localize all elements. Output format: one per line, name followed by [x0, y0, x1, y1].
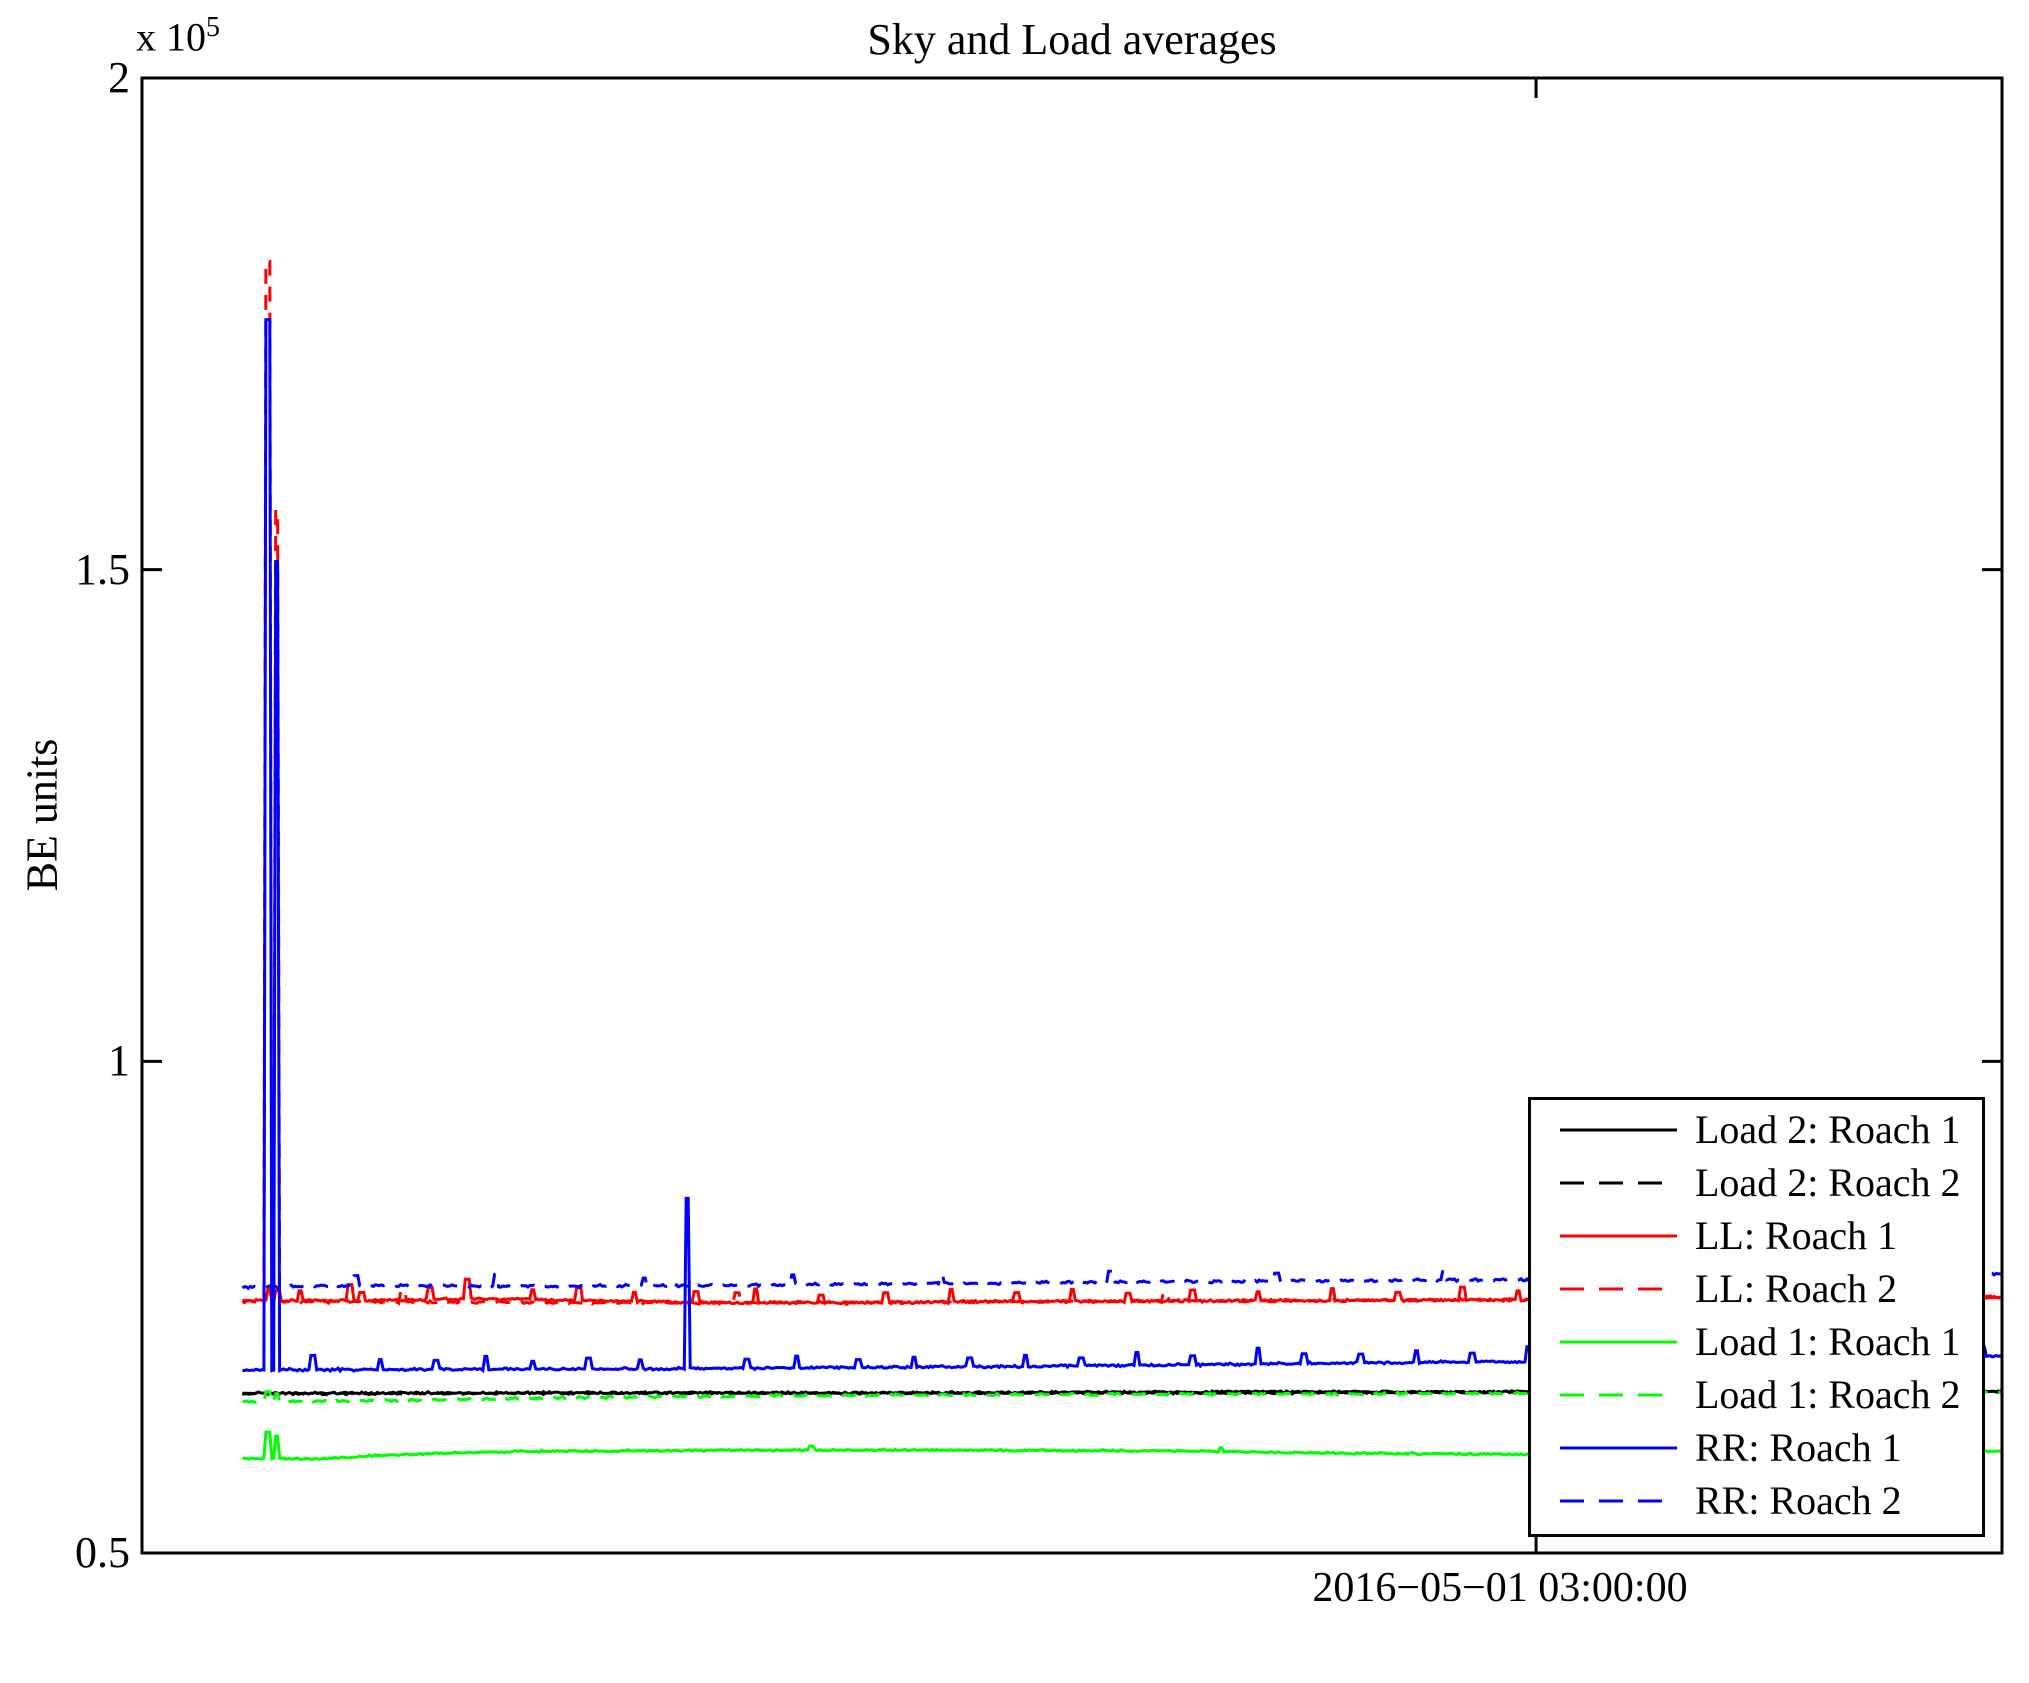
axes-frame: [140, 76, 2004, 1555]
exponent-power: 5: [206, 12, 220, 43]
legend-sample-line: [1560, 1393, 1677, 1396]
legend-item: Load 1: Roach 2: [1531, 1368, 1982, 1421]
y-axis-label: BE units: [17, 738, 67, 892]
legend-label: Load 2: Roach 2: [1695, 1160, 1961, 1205]
legend-label: Load 2: Roach 1: [1695, 1107, 1961, 1152]
legend-label: LL: Roach 1: [1695, 1213, 1898, 1258]
y-axis-exponent-label: x 105: [136, 12, 220, 60]
exponent-base: x 10: [136, 14, 206, 60]
legend-label: Load 1: Roach 2: [1695, 1372, 1961, 1417]
y-tick-label-1: 1: [108, 1036, 130, 1085]
legend-sample-line: [1560, 1446, 1677, 1449]
y-tick-label-2: 2: [108, 53, 130, 102]
legend-item: Load 2: Roach 2: [1531, 1156, 1982, 1209]
legend-sample-line: [1560, 1128, 1677, 1131]
legend-item: Load 2: Roach 1: [1531, 1103, 1982, 1156]
y-tick-label-0p5: 0.5: [75, 1528, 130, 1577]
x-tick-label-datetime: 2016−05−01 03:00:00: [1312, 1565, 1688, 1611]
legend-item: RR: Roach 1: [1531, 1421, 1982, 1474]
legend-label: RR: Roach 2: [1695, 1478, 1902, 1523]
y-tick-label-1p5: 1.5: [75, 545, 130, 594]
legend-item: LL: Roach 2: [1531, 1262, 1982, 1315]
legend-sample-line: [1560, 1287, 1677, 1290]
legend-sample-line: [1560, 1499, 1677, 1502]
legend-box: Load 2: Roach 1 Load 2: Roach 2 LL: Roach …: [1528, 1097, 1985, 1537]
legend-rows: Load 2: Roach 1 Load 2: Roach 2 LL: Roach …: [1531, 1103, 1982, 1527]
legend-label: RR: Roach 1: [1695, 1425, 1902, 1470]
chart-title: Sky and Load averages: [867, 15, 1277, 64]
legend-label: LL: Roach 2: [1695, 1266, 1898, 1311]
legend-item: RR: Roach 2: [1531, 1474, 1982, 1527]
legend-sample-line: [1560, 1340, 1677, 1343]
legend-sample-line: [1560, 1234, 1677, 1237]
legend-sample-line: [1560, 1181, 1677, 1184]
legend-item: LL: Roach 1: [1531, 1209, 1982, 1262]
legend-label: Load 1: Roach 1: [1695, 1319, 1961, 1364]
series-line-7: [241, 1264, 2003, 1291]
legend-item: Load 1: Roach 1: [1531, 1315, 1982, 1368]
